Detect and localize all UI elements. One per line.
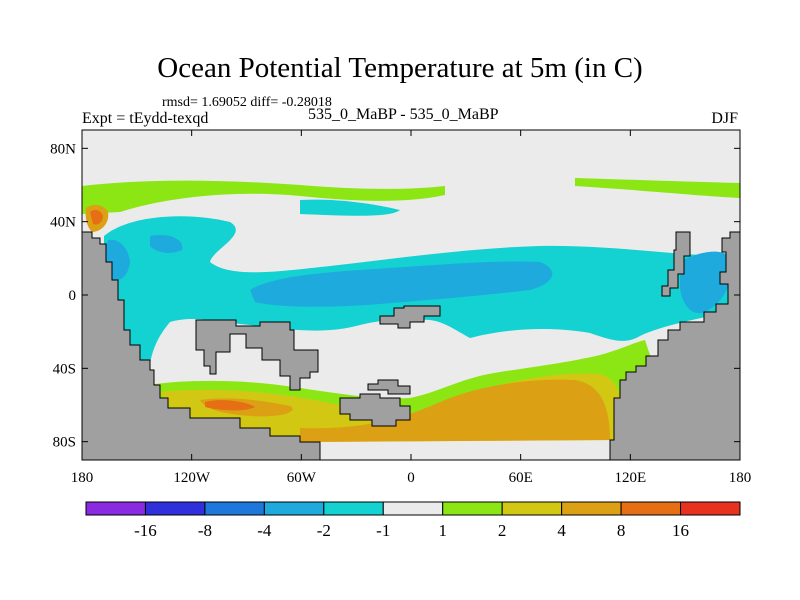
colorbar-label: 4 — [557, 521, 566, 540]
colorbar-swatch — [442, 501, 503, 516]
x-tick-label: 60E — [509, 470, 533, 486]
chart-title: Ocean Potential Temperature at 5m (in C) — [157, 52, 643, 84]
colorbar-swatch — [680, 501, 741, 516]
colorbar-swatch — [501, 501, 563, 516]
north-warm-band-east — [575, 178, 740, 198]
cool-core-east — [680, 251, 732, 314]
colorbar-swatch — [323, 501, 384, 516]
colorbar-label: -16 — [134, 521, 157, 540]
x-tick-label: 0 — [407, 470, 415, 486]
x-tick-label: 120W — [173, 470, 211, 486]
landmass-east — [609, 231, 740, 460]
y-tick-label: 80S — [53, 435, 76, 451]
colorbar-label: -4 — [257, 521, 272, 540]
north-warm-band — [82, 180, 445, 214]
colorbar-swatch — [561, 501, 622, 516]
colorbar-label: 16 — [672, 521, 689, 540]
period-label: 535_0_MaBP - 535_0_MaBP — [308, 106, 499, 123]
cool-core-mid-lat — [150, 234, 183, 253]
south-hotspot — [205, 400, 255, 411]
colorbar-label: 8 — [617, 521, 626, 540]
colorbar-label: -1 — [376, 521, 390, 540]
y-tick-label: 80N — [50, 141, 76, 157]
landmass-south-patch — [367, 379, 411, 395]
y-tick-label: 0 — [69, 288, 77, 304]
landmass-central — [379, 305, 441, 329]
x-tick-label: 60W — [287, 470, 317, 486]
landmass-south-main — [339, 393, 411, 427]
x-tick-label: 120E — [614, 470, 646, 486]
colorbar-label: -8 — [198, 521, 212, 540]
cool-field-strip-north — [300, 199, 400, 216]
colorbar-swatch — [85, 501, 146, 516]
landmass-central-west — [195, 319, 319, 391]
colorbar: -16 -8 -4 -2 -1 1 2 4 8 16 — [85, 501, 741, 540]
colorbar-label: 2 — [498, 521, 507, 540]
y-tick-label: 40N — [50, 215, 76, 231]
colorbar-swatch — [144, 501, 206, 516]
colorbar-swatch — [204, 501, 265, 516]
stats-label: rmsd= 1.69052 diff= -0.28018 — [162, 95, 332, 110]
y-axis: 80N 40N 0 40S 80S — [50, 141, 740, 451]
plot-area — [82, 130, 740, 460]
colorbar-swatch — [382, 501, 444, 516]
landmass-island-east — [661, 231, 691, 297]
x-tick-label: 180 — [729, 470, 752, 486]
x-axis: 180 120W 60W 0 60E 120E 180 — [71, 130, 752, 486]
colorbar-label: -2 — [317, 521, 331, 540]
x-tick-label: 180 — [71, 470, 94, 486]
landmass-west — [82, 231, 321, 460]
season-label: DJF — [711, 110, 738, 127]
colorbar-label: 1 — [438, 521, 447, 540]
experiment-label: Expt = tEydd-texqd — [82, 110, 209, 127]
cool-core-central — [250, 261, 553, 307]
nw-hotspot-core — [90, 209, 103, 225]
y-tick-label: 40S — [53, 361, 76, 377]
colorbar-swatch — [263, 501, 325, 516]
colorbar-swatch — [620, 501, 682, 516]
